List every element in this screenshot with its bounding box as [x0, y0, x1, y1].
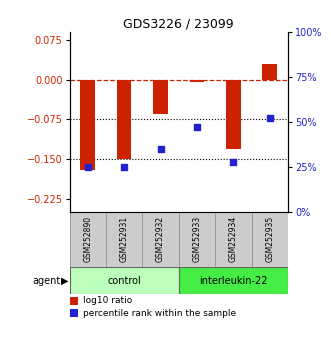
Point: [158, 146, 163, 152]
Bar: [70, 297, 78, 305]
Bar: [80, 80, 95, 170]
Bar: [215, 212, 252, 267]
Bar: [262, 64, 277, 80]
Bar: [153, 80, 168, 114]
Bar: [70, 309, 78, 318]
Bar: [70, 267, 179, 294]
Bar: [252, 212, 288, 267]
Bar: [106, 212, 142, 267]
Text: ▶: ▶: [61, 275, 69, 286]
Bar: [70, 212, 106, 267]
Point: [121, 164, 127, 170]
Point: [267, 116, 272, 121]
Bar: [117, 80, 131, 159]
Bar: [226, 80, 241, 149]
Bar: [142, 212, 179, 267]
Text: GSM252933: GSM252933: [192, 216, 202, 262]
Title: GDS3226 / 23099: GDS3226 / 23099: [123, 18, 234, 31]
Text: log10 ratio: log10 ratio: [83, 296, 132, 306]
Text: control: control: [107, 275, 141, 286]
Text: percentile rank within the sample: percentile rank within the sample: [83, 309, 236, 318]
Text: GSM252890: GSM252890: [83, 216, 92, 262]
Bar: [179, 212, 215, 267]
Bar: [190, 80, 204, 82]
Text: GSM252931: GSM252931: [119, 216, 129, 262]
Point: [194, 125, 200, 130]
Text: GSM252934: GSM252934: [229, 216, 238, 262]
Text: GSM252935: GSM252935: [265, 216, 274, 262]
Text: interleukin-22: interleukin-22: [199, 275, 267, 286]
Text: agent: agent: [32, 275, 60, 286]
Text: GSM252932: GSM252932: [156, 216, 165, 262]
Bar: [179, 267, 288, 294]
Point: [85, 164, 90, 170]
Point: [231, 159, 236, 165]
